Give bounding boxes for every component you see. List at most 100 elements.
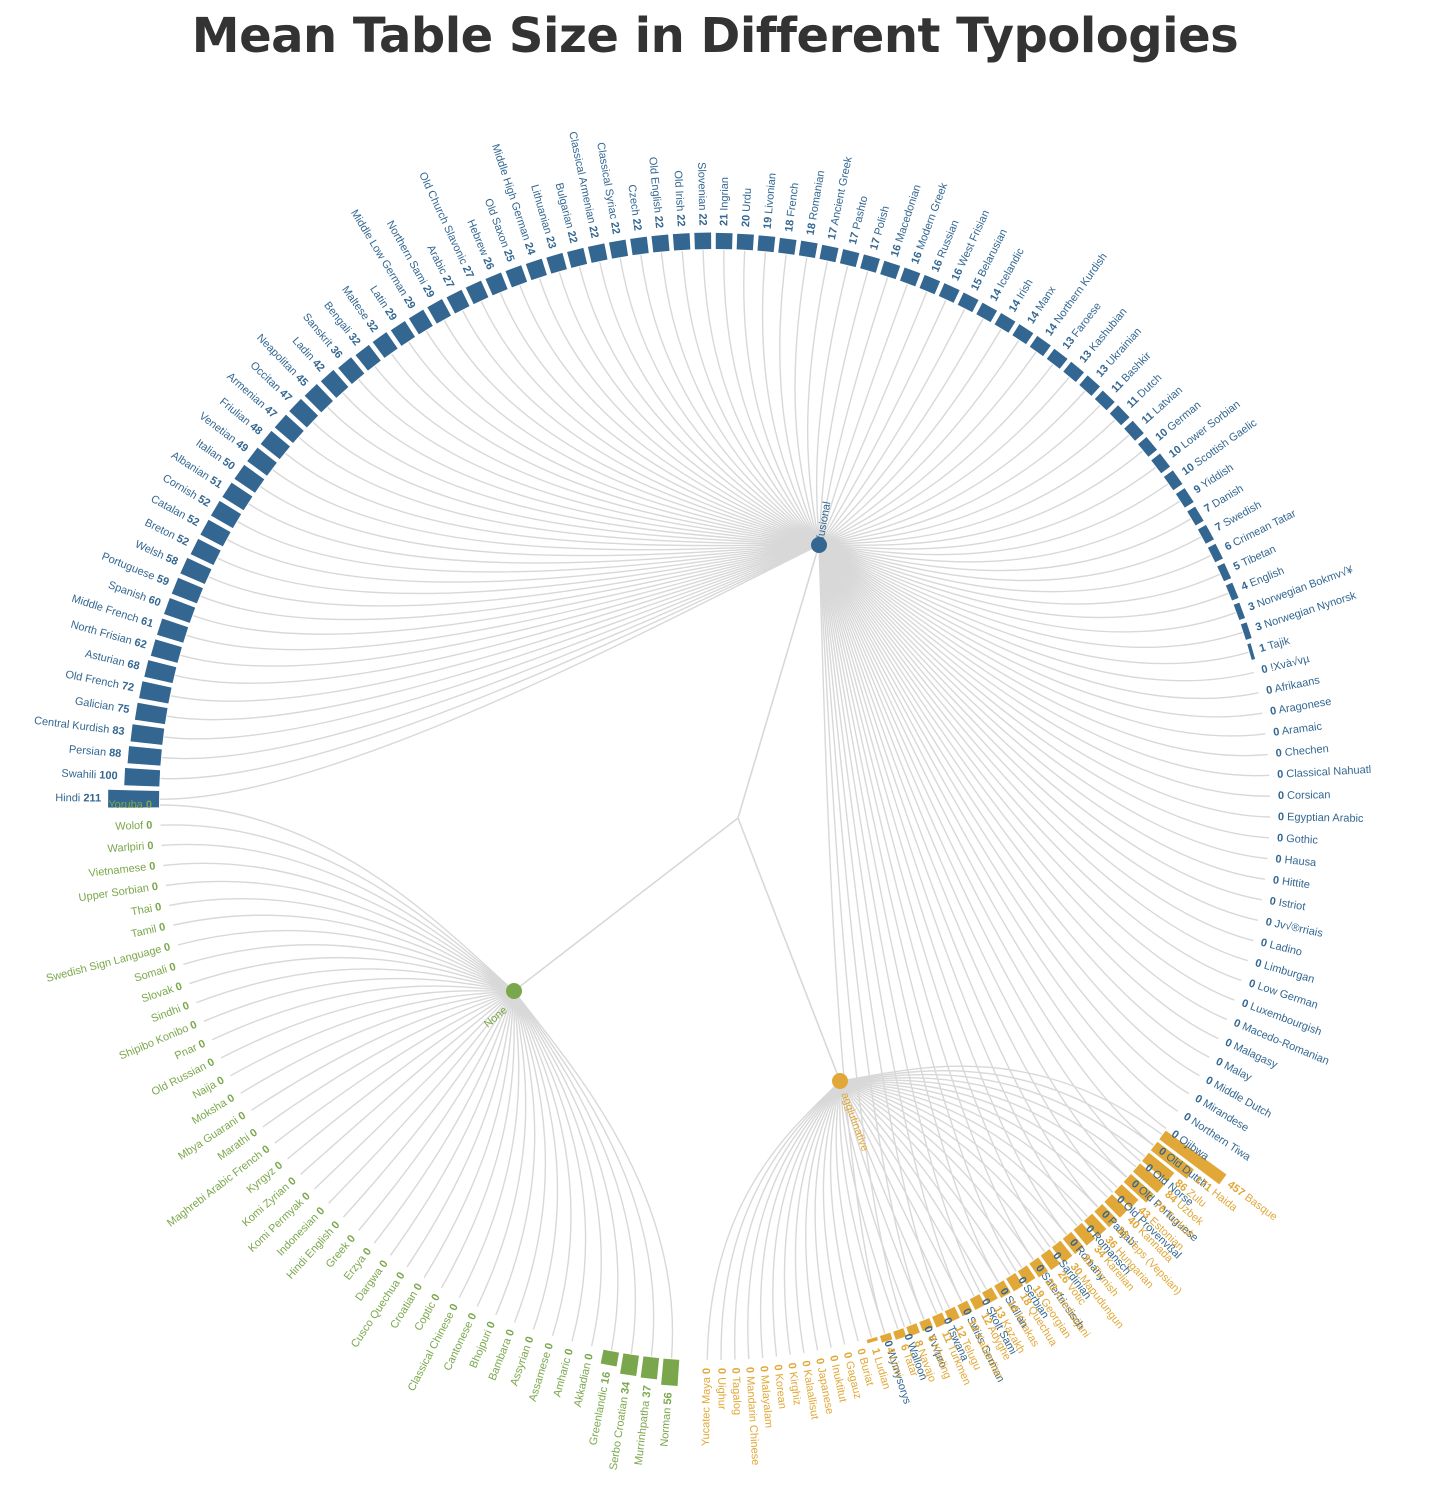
- bar-uzbek: [1133, 1163, 1165, 1193]
- link-tagalog: [734, 1080, 841, 1360]
- leaf-value: 75: [116, 702, 130, 716]
- bar-neapolitan: [304, 383, 333, 413]
- leaf-label-jv-rriais: 0 Jv√®rriais: [1264, 916, 1324, 940]
- leaf-name: Jv√®rriais: [1270, 917, 1324, 940]
- leaf-value: 0: [215, 1074, 226, 1087]
- leaf-value: 7: [1202, 502, 1213, 515]
- leaf-value: 0: [1214, 1056, 1225, 1069]
- leaf-label-malayalam: 0 Malayalam: [757, 1365, 774, 1428]
- leaf-value: 16: [599, 1371, 613, 1385]
- link-komi-permyak: [313, 990, 515, 1190]
- link-marathi: [262, 990, 515, 1128]
- bar-kazakh: [982, 1287, 998, 1304]
- bar-dutch: [1109, 405, 1130, 426]
- bar-sanskrit: [338, 357, 365, 384]
- leaf-value: 12: [952, 1324, 968, 1340]
- link-kabardian: [839, 1080, 963, 1303]
- bar-german: [1138, 436, 1158, 457]
- link-tibetan: [818, 544, 1221, 605]
- leaf-value: 13: [1077, 348, 1094, 365]
- link-macedonian: [818, 277, 889, 546]
- leaf-value: 52: [175, 532, 191, 548]
- bar-pashto: [839, 249, 860, 268]
- leaf-name: Hebrew: [464, 218, 491, 260]
- leaf-name: Warlpiri: [107, 840, 148, 855]
- leaf-label-ingrian: 21 Ingrian: [718, 177, 731, 226]
- leaf-name: Pashto: [850, 195, 871, 234]
- root-link-fusional: [737, 544, 820, 819]
- leaf-value: 52: [196, 493, 213, 510]
- link-swahili: [160, 544, 820, 780]
- leaf-value: 22: [696, 213, 708, 226]
- link-kannada: [839, 1080, 1108, 1198]
- link-russian: [818, 291, 928, 546]
- leaf-value: 49: [233, 438, 250, 455]
- leaf-name: Limburgan: [1260, 959, 1316, 986]
- leaf-value: 18: [783, 219, 796, 233]
- bar-tatar: [893, 1328, 907, 1340]
- leaf-value: 50: [220, 456, 237, 473]
- leaf-value: 22: [565, 230, 580, 245]
- link-bhojpuri: [495, 990, 536, 1316]
- leaf-value: 7: [1213, 520, 1224, 533]
- link-egyptian-arabic: [818, 544, 1270, 818]
- leaf-name: Tibetan: [1237, 543, 1278, 570]
- link-swedish: [818, 536, 1202, 582]
- link-thai: [169, 898, 515, 992]
- leaf-value: 22: [652, 215, 665, 228]
- bar-kabardian: [957, 1300, 973, 1317]
- link-yoruba: [159, 804, 515, 992]
- leaf-value: 0: [799, 1360, 812, 1368]
- leaf-name: Central Kurdish: [33, 715, 113, 737]
- link-galician: [166, 544, 820, 721]
- link-gagauz: [822, 1080, 846, 1345]
- link-vv-ro: [818, 544, 925, 1320]
- leaf-name: Norman: [658, 1404, 673, 1447]
- leaf-label-old-irish: Old Irish 22: [672, 170, 687, 227]
- leaf-label-greenlandic: Greenlandic 16: [587, 1371, 613, 1447]
- link-scottish-gaelic: [818, 483, 1169, 556]
- leaf-label-upper-sorbian: Upper Sorbian 0: [78, 881, 159, 904]
- bar-georgian: [1017, 1265, 1036, 1285]
- link-hungarian: [839, 1080, 1088, 1217]
- bar-albanian: [222, 482, 253, 511]
- link-norwegian-bokmv: [818, 544, 1236, 633]
- leaf-name: Lithuanian: [528, 183, 555, 238]
- bar-telugu: [944, 1306, 960, 1323]
- leaf-value: 18: [1017, 1291, 1034, 1308]
- leaf-value: 0: [1273, 726, 1281, 739]
- leaf-value: 32: [363, 318, 380, 335]
- leaf-name: Catalan: [149, 493, 191, 523]
- leaf-label-tajik: 1 Tajik: [1258, 635, 1292, 655]
- bar-ukrainian: [1079, 375, 1101, 396]
- bar-arabic: [446, 289, 470, 314]
- leaf-value: 0: [960, 1307, 973, 1318]
- leaf-label-welsh: Welsh 58: [133, 538, 180, 568]
- link-irish: [818, 329, 1002, 546]
- leaf-value: 0: [1204, 1074, 1215, 1087]
- link-sanskrit: [358, 379, 820, 546]
- link-khakas: [839, 1080, 999, 1283]
- bar-romanian: [798, 240, 818, 259]
- bar-danish: [1187, 506, 1204, 526]
- leaf-name: Old Church Slavonic: [416, 170, 470, 269]
- link-bulgarian: [578, 266, 820, 546]
- leaf-label-korean: 0 Korean: [771, 1364, 788, 1410]
- link-old-church-slavonic: [480, 301, 820, 546]
- link-kazakh: [839, 1080, 987, 1290]
- bar-finnish: [1062, 1231, 1084, 1255]
- bar-bashkir: [1094, 390, 1115, 411]
- leaf-value: 0: [979, 1297, 992, 1308]
- leaf-value: 0: [841, 1351, 854, 1360]
- leaf-name: English: [1245, 565, 1286, 591]
- leaf-value: 0: [997, 1286, 1010, 1297]
- leaf-label-kirghiz: 0 Kirghiz: [785, 1362, 803, 1406]
- bar-ancient-greek: [819, 244, 839, 263]
- link-croatian: [423, 990, 515, 1279]
- link-low-german: [818, 544, 1242, 982]
- leaf-value: 0: [701, 1368, 713, 1374]
- leaf-label-persian: Persian 88: [68, 744, 121, 760]
- leaf-value: 51: [208, 474, 225, 491]
- leaf-value: 16: [949, 267, 965, 283]
- leaf-label-somali: Somali 0: [133, 961, 177, 985]
